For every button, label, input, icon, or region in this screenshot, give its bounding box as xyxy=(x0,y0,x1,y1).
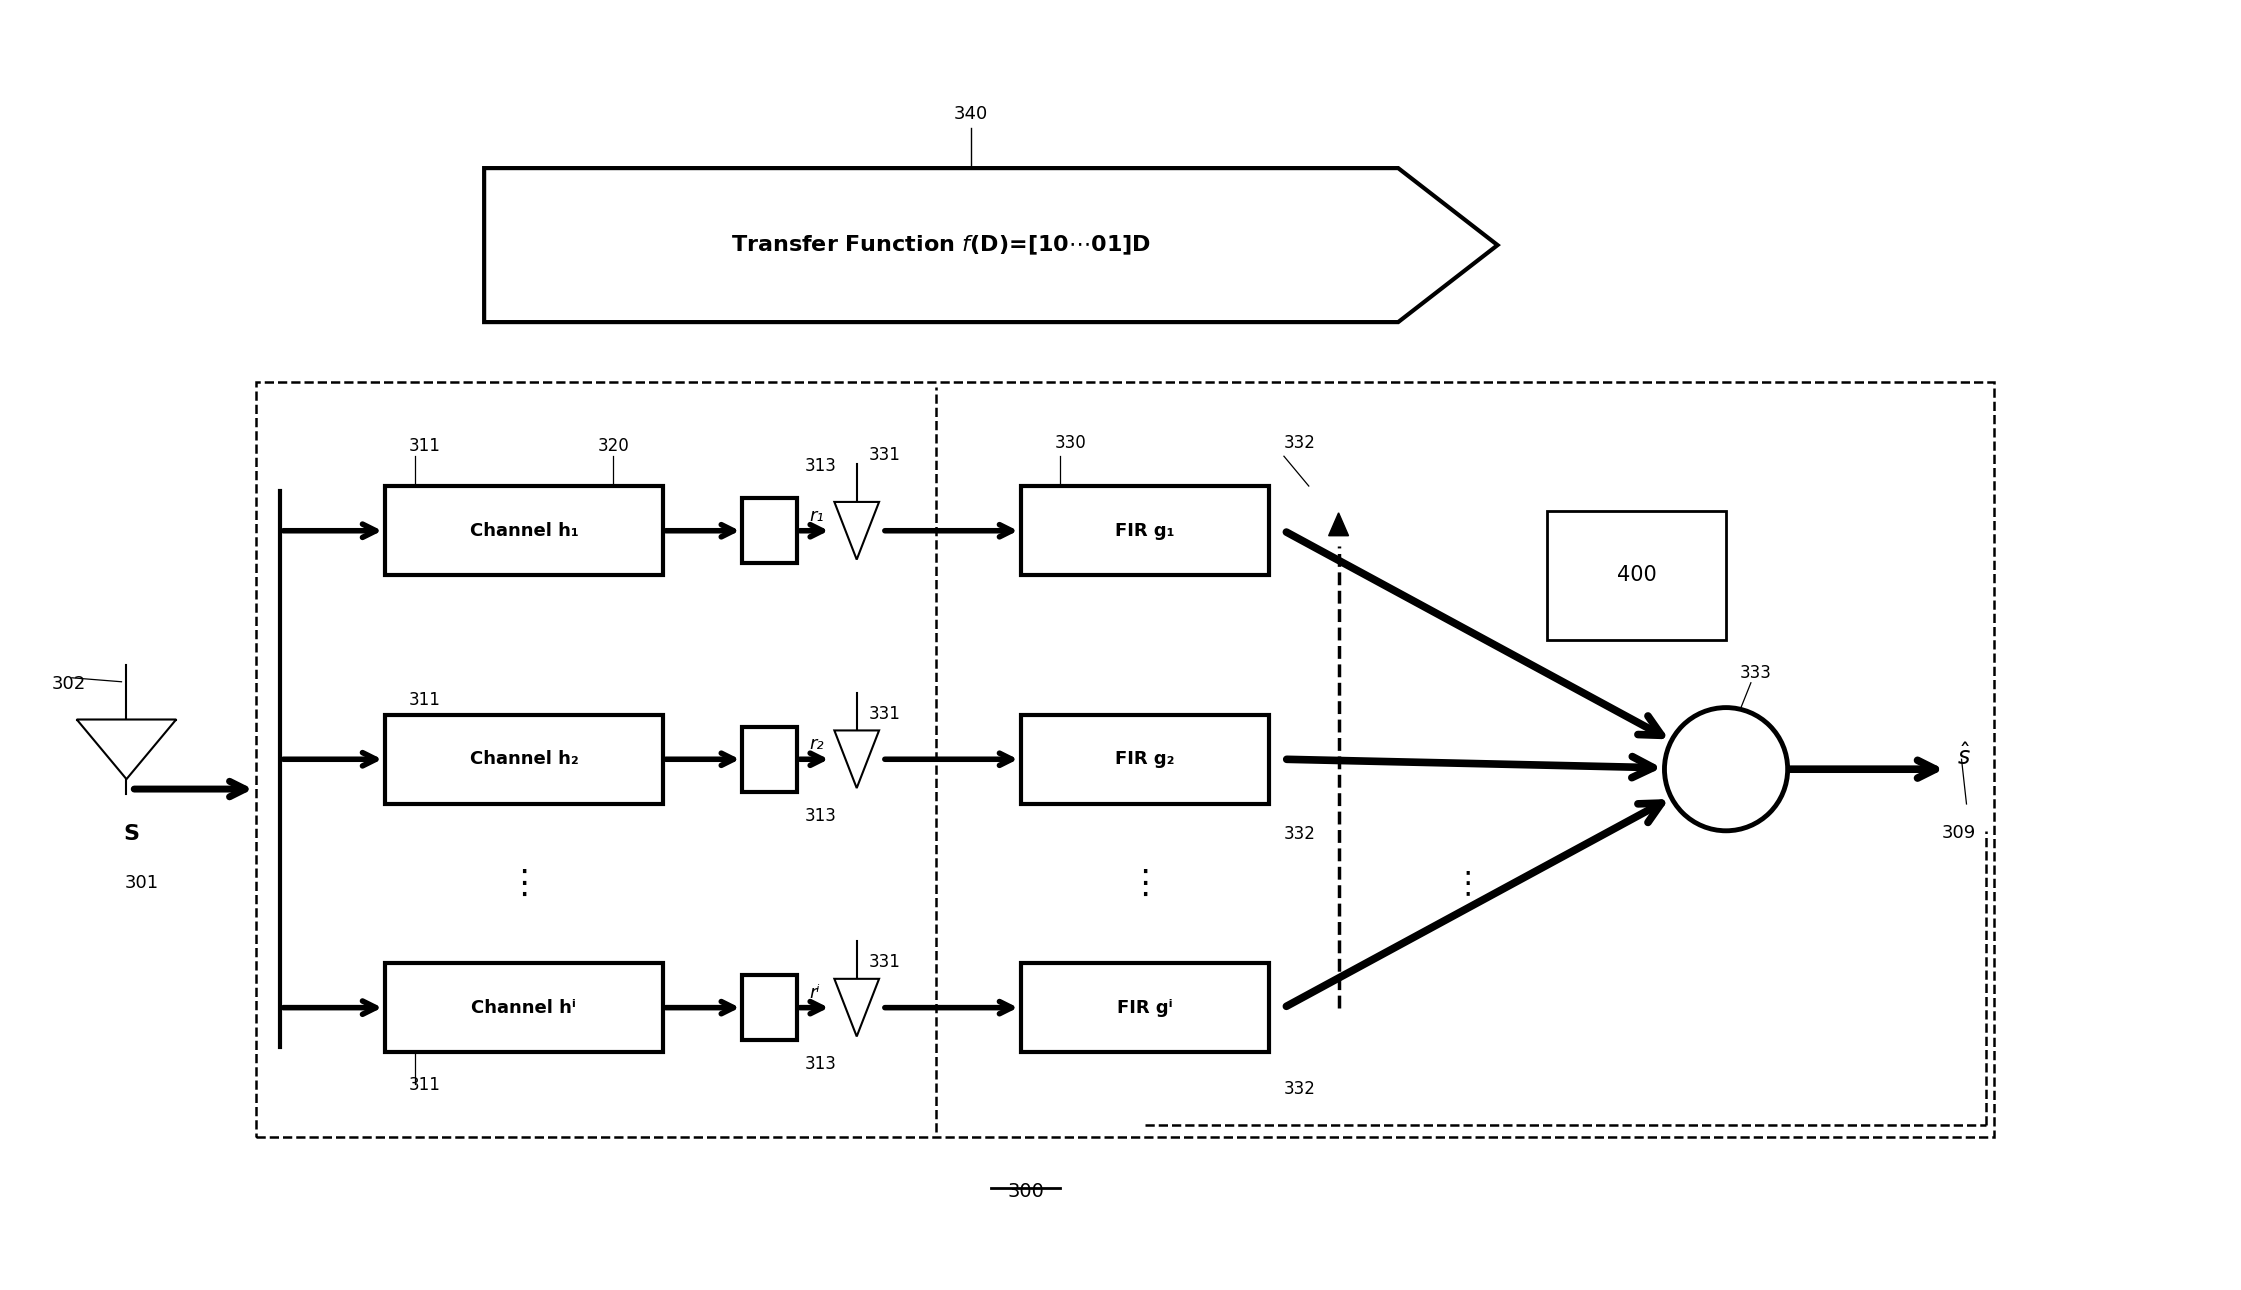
Text: 333: 333 xyxy=(1739,664,1773,682)
Text: 331: 331 xyxy=(870,446,901,464)
FancyBboxPatch shape xyxy=(1020,715,1268,804)
Text: $\hat{s}$: $\hat{s}$ xyxy=(1956,744,1970,770)
Text: Channel h₂: Channel h₂ xyxy=(471,751,578,769)
Text: rⁱ: rⁱ xyxy=(809,984,820,1002)
Text: FIR g₁: FIR g₁ xyxy=(1116,521,1174,539)
Text: 332: 332 xyxy=(1284,1080,1315,1098)
Polygon shape xyxy=(484,168,1497,322)
Text: Channel hⁱ: Channel hⁱ xyxy=(471,998,576,1017)
FancyBboxPatch shape xyxy=(385,486,663,575)
Text: 331: 331 xyxy=(870,953,901,971)
Text: 400: 400 xyxy=(1616,565,1656,586)
FancyBboxPatch shape xyxy=(742,728,798,792)
Text: 300: 300 xyxy=(1006,1182,1044,1201)
Text: 320: 320 xyxy=(598,437,630,455)
Text: ⋮: ⋮ xyxy=(1452,869,1484,898)
FancyBboxPatch shape xyxy=(385,962,663,1053)
Text: 301: 301 xyxy=(123,873,159,891)
FancyBboxPatch shape xyxy=(385,715,663,804)
Text: 313: 313 xyxy=(805,457,836,475)
Text: 332: 332 xyxy=(1284,824,1315,842)
Polygon shape xyxy=(834,502,878,560)
Text: FIR gⁱ: FIR gⁱ xyxy=(1116,998,1172,1017)
Text: r₂: r₂ xyxy=(809,735,825,753)
FancyBboxPatch shape xyxy=(742,975,798,1040)
Text: 302: 302 xyxy=(52,675,85,693)
Polygon shape xyxy=(76,720,177,779)
Text: 309: 309 xyxy=(1941,824,1977,842)
Text: S: S xyxy=(123,824,139,844)
Text: 331: 331 xyxy=(870,704,901,722)
Circle shape xyxy=(1665,708,1788,831)
Text: 311: 311 xyxy=(408,1076,441,1094)
Text: 311: 311 xyxy=(408,690,441,708)
Polygon shape xyxy=(834,979,878,1036)
Text: ⋮: ⋮ xyxy=(1127,867,1161,900)
Text: 311: 311 xyxy=(408,437,441,455)
Text: 313: 313 xyxy=(805,1055,836,1073)
FancyBboxPatch shape xyxy=(1020,962,1268,1053)
Text: 313: 313 xyxy=(805,806,836,824)
Polygon shape xyxy=(1329,513,1349,535)
Text: Transfer Function $f$(D)=[10$\cdots$01]D: Transfer Function $f$(D)=[10$\cdots$01]D xyxy=(731,233,1152,257)
Text: FIR g₂: FIR g₂ xyxy=(1116,751,1174,769)
Polygon shape xyxy=(834,730,878,788)
Text: ⋮: ⋮ xyxy=(506,867,540,900)
Text: r₁: r₁ xyxy=(809,507,825,525)
Text: 340: 340 xyxy=(955,106,988,124)
Text: Channel h₁: Channel h₁ xyxy=(471,521,578,539)
FancyBboxPatch shape xyxy=(1546,511,1726,640)
FancyBboxPatch shape xyxy=(742,498,798,562)
Text: 332: 332 xyxy=(1284,435,1315,453)
Text: 330: 330 xyxy=(1056,435,1087,453)
FancyBboxPatch shape xyxy=(1020,486,1268,575)
